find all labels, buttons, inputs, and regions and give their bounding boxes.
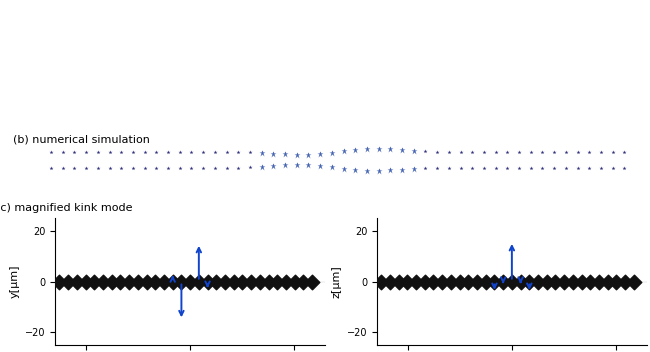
Point xyxy=(594,279,604,284)
Point xyxy=(98,279,108,284)
Point xyxy=(159,279,169,284)
Point xyxy=(472,279,482,284)
Point xyxy=(81,279,91,284)
Point xyxy=(124,279,135,284)
Point xyxy=(220,279,230,284)
Point xyxy=(263,279,274,284)
Point xyxy=(428,279,439,284)
Point xyxy=(498,279,508,284)
Point xyxy=(454,279,465,284)
Point xyxy=(133,279,143,284)
Point xyxy=(480,279,491,284)
Point xyxy=(559,279,569,284)
Point xyxy=(551,279,561,284)
Point xyxy=(463,279,473,284)
Text: (b) numerical simulation: (b) numerical simulation xyxy=(13,134,150,144)
Point xyxy=(141,279,151,284)
Point xyxy=(541,279,552,284)
Point xyxy=(376,279,386,284)
Point xyxy=(402,279,413,284)
Point xyxy=(237,279,248,284)
Point xyxy=(185,279,195,284)
Point xyxy=(515,279,526,284)
Point xyxy=(150,279,161,284)
Point xyxy=(194,279,204,284)
Point xyxy=(385,279,395,284)
Point xyxy=(289,279,300,284)
Point xyxy=(307,279,317,284)
Point xyxy=(411,279,421,284)
Point xyxy=(54,279,64,284)
Point xyxy=(524,279,534,284)
Point xyxy=(419,279,430,284)
Point xyxy=(89,279,99,284)
Point xyxy=(272,279,283,284)
Text: (c) magnified kink mode: (c) magnified kink mode xyxy=(0,203,133,213)
Point xyxy=(202,279,213,284)
Point xyxy=(393,279,404,284)
Point xyxy=(298,279,309,284)
Point xyxy=(611,279,621,284)
Point xyxy=(533,279,543,284)
Point xyxy=(507,279,517,284)
Point xyxy=(489,279,500,284)
Y-axis label: z[μm]: z[μm] xyxy=(332,265,341,298)
Point xyxy=(63,279,73,284)
Point xyxy=(629,279,639,284)
Point xyxy=(176,279,187,284)
Y-axis label: y[μm]: y[μm] xyxy=(10,265,20,298)
Point xyxy=(168,279,178,284)
Point xyxy=(229,279,239,284)
Point xyxy=(577,279,587,284)
Text: (a) CCD-Camera: (a) CCD-Camera xyxy=(13,101,104,111)
Point xyxy=(246,279,256,284)
Point xyxy=(107,279,117,284)
Point xyxy=(255,279,265,284)
Point xyxy=(620,279,630,284)
Point xyxy=(603,279,613,284)
Point xyxy=(567,279,578,284)
Point xyxy=(446,279,456,284)
Point xyxy=(115,279,125,284)
Point xyxy=(211,279,222,284)
Point xyxy=(585,279,595,284)
Point xyxy=(437,279,447,284)
Point xyxy=(281,279,291,284)
Point xyxy=(72,279,82,284)
